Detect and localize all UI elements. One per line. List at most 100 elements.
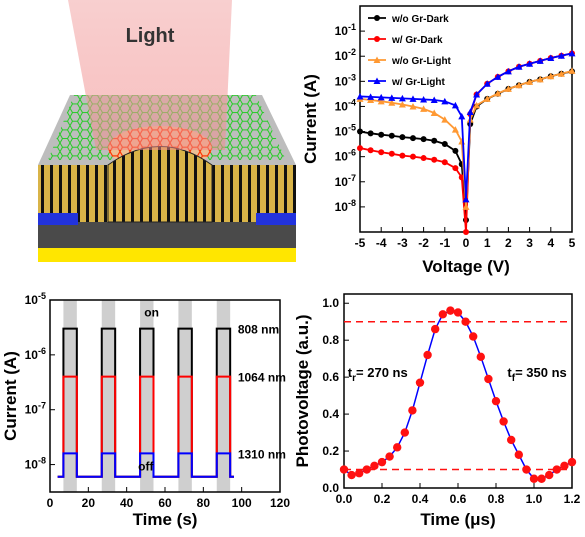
data-point <box>458 112 466 120</box>
data-point <box>536 75 544 83</box>
data-point <box>420 95 428 103</box>
x-tick-label: 0 <box>47 496 54 510</box>
y-tick-label: 0.2 <box>322 444 339 458</box>
y-tick-label: 10-7 <box>25 401 46 417</box>
bottom-electrode <box>38 248 296 262</box>
cutaway-region <box>107 146 213 223</box>
legend-marker <box>373 56 381 63</box>
data-point <box>431 156 438 163</box>
data-point <box>494 89 502 97</box>
photovoltage-chart-panel: 0.0 0.2 0.4 0.6 0.8 1.0 1.2 0.0 0.2 0.4 0.6 0.8 1.0 T… <box>292 282 585 532</box>
substrate-block <box>38 222 296 248</box>
data-point <box>410 135 416 142</box>
data-point <box>499 417 508 426</box>
y-tick-label: 10-8 <box>25 456 46 472</box>
data-point <box>504 67 512 75</box>
light-on-band <box>216 300 231 492</box>
y-axis-title: Current (A) <box>301 74 320 164</box>
light-beam <box>68 0 232 150</box>
data-point <box>452 147 459 154</box>
x-tick-label: -5 <box>355 236 366 250</box>
data-point <box>463 229 469 235</box>
x-tick-label: 1 <box>484 236 491 250</box>
light-on-band <box>140 300 154 492</box>
legend-label: w/ Gr-Light <box>391 77 445 88</box>
data-point <box>545 470 554 480</box>
series-line <box>359 52 573 200</box>
left-electrode <box>38 213 78 225</box>
y-axis-title: Current (A) <box>1 351 20 441</box>
data-point <box>522 465 531 474</box>
data-point <box>557 52 565 59</box>
y-tick-label: 0.6 <box>322 370 339 384</box>
data-point <box>423 350 432 360</box>
y-tick-label: 10-5 <box>25 291 46 307</box>
y-tick-label: 10-7 <box>335 173 356 189</box>
off-label: off <box>138 460 154 474</box>
data-point <box>370 461 379 471</box>
light-on-band <box>178 300 192 492</box>
data-point <box>483 80 491 87</box>
series-label: 808 nm <box>238 323 279 337</box>
data-point <box>491 396 501 406</box>
data-point <box>483 95 491 102</box>
data-point <box>507 435 516 445</box>
data-point <box>526 60 534 67</box>
data-point <box>568 49 576 57</box>
data-point <box>451 126 459 133</box>
data-point <box>504 85 512 92</box>
data-point <box>355 469 364 478</box>
y-tick-label: 10-6 <box>25 346 46 362</box>
data-point <box>515 81 523 89</box>
legend-marker <box>373 77 381 84</box>
data-point <box>431 324 440 334</box>
series-line <box>343 309 573 480</box>
series-line <box>57 375 234 478</box>
data-point <box>441 159 448 166</box>
legend-marker <box>374 36 380 42</box>
series-line <box>57 452 234 478</box>
data-point <box>357 128 363 135</box>
data-point <box>367 93 375 100</box>
legend-label: w/ Gr-Dark <box>391 35 443 46</box>
data-point <box>377 93 385 101</box>
data-point <box>547 54 555 61</box>
data-point <box>399 152 406 159</box>
data-point <box>441 97 449 105</box>
data-point <box>547 72 555 80</box>
y-tick-label: 0.8 <box>322 333 339 347</box>
switching-chart: 0 20 40 60 80 100 120 10-5 10-6 10-7 10-8 Time (s) C… <box>1 291 290 529</box>
x-tick-label: 100 <box>232 496 252 510</box>
y-tick-label: 10-8 <box>335 198 356 214</box>
on-label: on <box>144 306 159 320</box>
data-point <box>515 63 523 70</box>
data-point <box>388 99 396 106</box>
y-tick-label: 10-2 <box>335 47 356 63</box>
data-point <box>408 406 417 415</box>
y-tick-label: 10-4 <box>335 97 356 113</box>
data-point <box>362 465 371 474</box>
legend-label: w/o Gr-Dark <box>391 14 449 25</box>
series-label: 1310 nm <box>238 447 286 461</box>
data-point <box>378 131 385 138</box>
x-axis-title: Voltage (V) <box>422 257 510 276</box>
data-point <box>458 138 466 145</box>
fall-time-label: tf= 350 ns <box>507 365 566 384</box>
x-tick-label: 1.2 <box>564 492 581 506</box>
data-point <box>356 92 364 100</box>
device-schematic: Light <box>38 0 296 262</box>
x-tick-label: -3 <box>397 236 408 250</box>
data-point <box>466 108 474 116</box>
data-point <box>431 137 438 144</box>
data-point <box>430 96 438 104</box>
data-point <box>568 67 576 74</box>
y-axis-title: Photovoltage (a.u.) <box>293 315 312 468</box>
x-tick-label: 20 <box>82 496 96 510</box>
data-point <box>494 73 502 80</box>
x-tick-label: 3 <box>526 236 533 250</box>
x-tick-label: 0.6 <box>450 492 467 506</box>
x-tick-label: 40 <box>120 496 134 510</box>
x-tick-label: -1 <box>439 236 450 250</box>
data-point <box>567 457 577 467</box>
x-tick-label: 0.4 <box>412 492 429 506</box>
